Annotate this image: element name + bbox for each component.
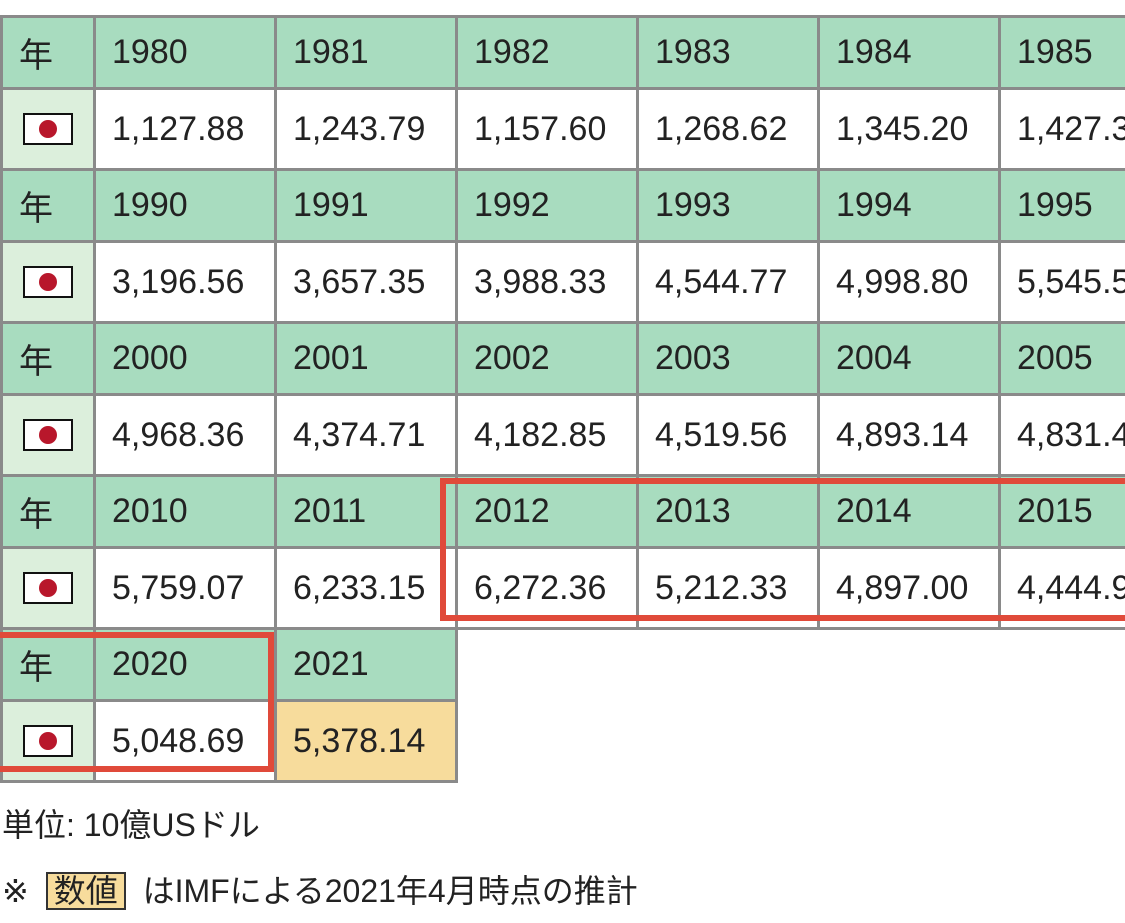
japan-flag <box>23 266 73 298</box>
gdp-value: 1,127.88 <box>93 87 277 171</box>
year-header: 1984 <box>817 15 1001 90</box>
year-header: 1993 <box>636 168 820 243</box>
highlight-box <box>440 478 1125 621</box>
year-header: 2010 <box>93 474 277 549</box>
gdp-value: 1,243.79 <box>274 87 458 171</box>
gdp-value: 4,968.36 <box>93 393 277 477</box>
year-label: 年 <box>0 627 96 702</box>
year-header: 2014 <box>817 474 1001 549</box>
highlight-box <box>0 632 274 772</box>
year-header: 2011 <box>274 474 458 549</box>
flag-cell <box>0 546 96 630</box>
gdp-value: 5,378.14 <box>274 699 458 783</box>
gdp-value: 5,545.5 <box>998 240 1125 324</box>
year-label: 年 <box>0 474 96 549</box>
year-header: 2001 <box>274 321 458 396</box>
gdp-value: 4,998.80 <box>817 240 1001 324</box>
gdp-value: 4,374.71 <box>274 393 458 477</box>
year-header: 1981 <box>274 15 458 90</box>
gdp-value: 1,268.62 <box>636 87 820 171</box>
year-header: 2013 <box>636 474 820 549</box>
year-header: 1992 <box>455 168 639 243</box>
flag-cell <box>0 393 96 477</box>
gdp-value: 4,182.85 <box>455 393 639 477</box>
year-header: 1985 <box>998 15 1125 90</box>
footnote-text: はIMFによる2021年4月時点の推計 <box>142 873 638 909</box>
year-label: 年 <box>0 321 96 396</box>
gdp-value: 1,345.20 <box>817 87 1001 171</box>
year-header: 1982 <box>455 15 639 90</box>
year-header: 2005 <box>998 321 1125 396</box>
flag-cell <box>0 87 96 171</box>
gdp-value: 4,893.14 <box>817 393 1001 477</box>
year-header: 2003 <box>636 321 820 396</box>
gdp-table: 年 1980 1,127.88 1981 1,243.79 1982 1,157.60 198… <box>0 15 1125 783</box>
year-header: 2004 <box>817 321 1001 396</box>
year-header: 1990 <box>93 168 277 243</box>
japan-flag <box>23 113 73 145</box>
unit-note: 単位: 10億USドル <box>2 807 260 843</box>
year-header: 2000 <box>93 321 277 396</box>
japan-flag <box>23 725 73 757</box>
footnote: ※ 数値 はIMFによる2021年4月時点の推計 <box>2 866 638 912</box>
year-header: 1991 <box>274 168 458 243</box>
gdp-value: 4,831.4 <box>998 393 1125 477</box>
gdp-value: 3,988.33 <box>455 240 639 324</box>
year-header: 2015 <box>998 474 1125 549</box>
year-header: 1995 <box>998 168 1125 243</box>
year-header: 2012 <box>455 474 639 549</box>
gdp-value: 1,427.3 <box>998 87 1125 171</box>
estimate-legend: 数値 <box>45 872 126 910</box>
year-header: 1980 <box>93 15 277 90</box>
japan-flag <box>23 572 73 604</box>
year-header: 2002 <box>455 321 639 396</box>
gdp-value: 1,157.60 <box>455 87 639 171</box>
year-header: 1983 <box>636 15 820 90</box>
year-label: 年 <box>0 168 96 243</box>
japan-flag <box>23 419 73 451</box>
flag-cell <box>0 240 96 324</box>
gdp-value: 4,544.77 <box>636 240 820 324</box>
gdp-value: 4,519.56 <box>636 393 820 477</box>
gdp-value: 3,196.56 <box>93 240 277 324</box>
year-header: 2020 <box>93 627 277 702</box>
year-label: 年 <box>0 15 96 90</box>
footnote-prefix: ※ <box>2 873 29 909</box>
gdp-value: 6,233.15 <box>274 546 458 630</box>
year-header: 2021 <box>274 627 458 702</box>
gdp-value: 5,759.07 <box>93 546 277 630</box>
year-header: 1994 <box>817 168 1001 243</box>
gdp-value: 3,657.35 <box>274 240 458 324</box>
